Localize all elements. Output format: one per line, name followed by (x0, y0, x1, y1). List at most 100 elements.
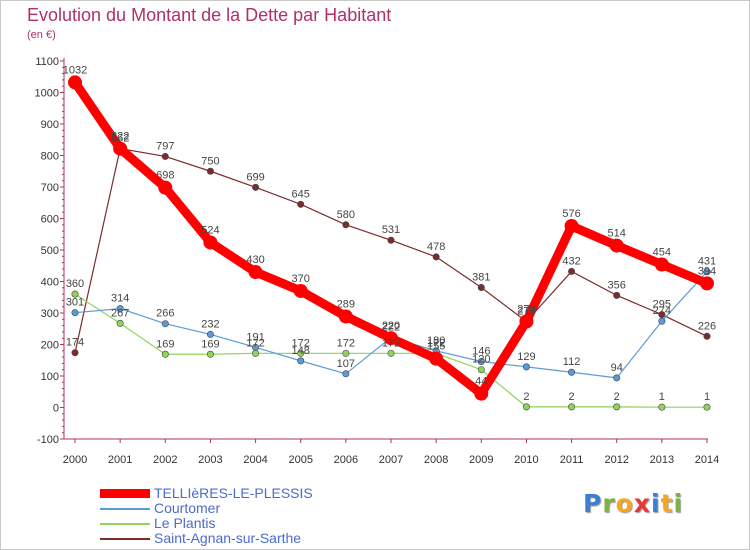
legend-label-saint-agnan: Saint-Agnan-sur-Sarthe (154, 530, 302, 546)
data-label: 174 (66, 337, 84, 349)
data-point (161, 350, 169, 358)
data-label: 822 (111, 131, 129, 143)
data-label: 531 (382, 224, 400, 236)
data-point (387, 236, 395, 244)
y-tick-label: 800 (41, 151, 59, 163)
data-label: 1 (704, 391, 710, 403)
data-point (161, 320, 169, 328)
data-label: 155 (427, 341, 445, 353)
x-tick-label: 2007 (379, 454, 403, 466)
data-point (203, 235, 218, 250)
legend-swatch-tellieres (100, 489, 150, 498)
legend-label-le-plantis: Le Plantis (154, 515, 216, 531)
x-tick-label: 2000 (63, 454, 87, 466)
data-point (658, 403, 666, 411)
data-point (519, 314, 534, 329)
data-label: 220 (382, 320, 400, 332)
data-label: 394 (698, 265, 716, 277)
data-point (477, 366, 485, 374)
data-point (342, 221, 350, 229)
data-label: 274 (653, 305, 671, 317)
legend-label-tellieres: TELLIèRES-LE-PLESSIS (154, 485, 313, 501)
y-tick-label: 300 (41, 308, 59, 320)
data-point (477, 358, 485, 366)
x-tick-label: 2014 (695, 454, 719, 466)
data-label: 1 (659, 391, 665, 403)
data-point (297, 349, 305, 357)
data-label: 172 (337, 337, 355, 349)
data-label: 94 (611, 362, 623, 374)
data-labels: 174 862 797 750 699 645 580 531 478 381 273 432 356 2… (63, 64, 716, 403)
data-label: 478 (427, 241, 445, 253)
x-tick-label: 2001 (108, 454, 132, 466)
data-label: 44 (475, 376, 487, 388)
y-tick-label: 1000 (35, 88, 59, 100)
data-label: 2 (569, 391, 575, 403)
data-label: 222 (382, 322, 400, 334)
data-point (522, 403, 530, 411)
data-point (703, 332, 711, 340)
data-label: 699 (246, 171, 264, 183)
data-label: 169 (201, 338, 219, 350)
data-point (71, 349, 79, 357)
data-label: 524 (201, 224, 219, 236)
data-label: 2 (523, 391, 529, 403)
y-tick-label: 900 (41, 119, 59, 131)
data-label: 314 (111, 293, 129, 305)
data-label: 514 (608, 228, 626, 240)
data-label: 432 (562, 255, 580, 267)
data-label: 750 (201, 155, 219, 167)
y-tick-label: 100 (41, 371, 59, 383)
data-label: 169 (156, 338, 174, 350)
data-label: 172 (292, 337, 310, 349)
data-label: 226 (698, 320, 716, 332)
data-point (522, 363, 530, 371)
data-point (568, 267, 576, 275)
data-point (432, 253, 440, 261)
x-tick-label: 2006 (334, 454, 358, 466)
axes: -100 0 100 200 300 400 500 600 700 800 900 1000 1100… (35, 56, 720, 466)
y-tick-label: 700 (41, 182, 59, 194)
data-label: 360 (66, 278, 84, 290)
data-label: 381 (472, 271, 490, 283)
legend-label-courtomer: Courtomer (154, 500, 221, 516)
data-label: 266 (156, 308, 174, 320)
y-tick-label: 600 (41, 214, 59, 226)
data-point (609, 238, 624, 253)
data-point (477, 283, 485, 291)
data-point (206, 330, 214, 338)
data-point (474, 386, 489, 401)
data-label: 430 (246, 254, 264, 266)
proxiti-logo: Proxiti (583, 489, 684, 518)
data-point (206, 167, 214, 175)
data-label: 112 (563, 356, 581, 368)
data-point (338, 309, 353, 324)
data-label: 698 (156, 170, 174, 182)
data-point (703, 268, 711, 276)
x-tick-label: 2011 (560, 454, 584, 466)
data-point (293, 283, 308, 298)
data-label: 580 (337, 209, 355, 221)
data-label: 862 (111, 133, 129, 145)
data-label: 356 (608, 279, 626, 291)
data-point (206, 350, 214, 358)
legend-swatch-courtomer (100, 508, 150, 510)
data-label: 2 (614, 391, 620, 403)
data-point (564, 219, 579, 234)
data-label: 273 (517, 304, 535, 316)
x-tick-label: 2004 (243, 454, 267, 466)
data-point (116, 305, 124, 313)
data-label: 129 (517, 351, 535, 363)
data-point (429, 351, 444, 366)
x-tick-label: 2010 (514, 454, 538, 466)
data-point (252, 183, 260, 191)
legend-swatch-saint-agnan (100, 538, 150, 540)
data-point (384, 331, 398, 346)
data-label: 107 (337, 358, 355, 370)
data-point (297, 357, 305, 365)
data-point (568, 403, 576, 411)
data-label: 172 (382, 337, 400, 349)
data-point (387, 349, 395, 357)
x-tick-label: 2002 (153, 454, 177, 466)
data-label: 301 (66, 297, 84, 309)
